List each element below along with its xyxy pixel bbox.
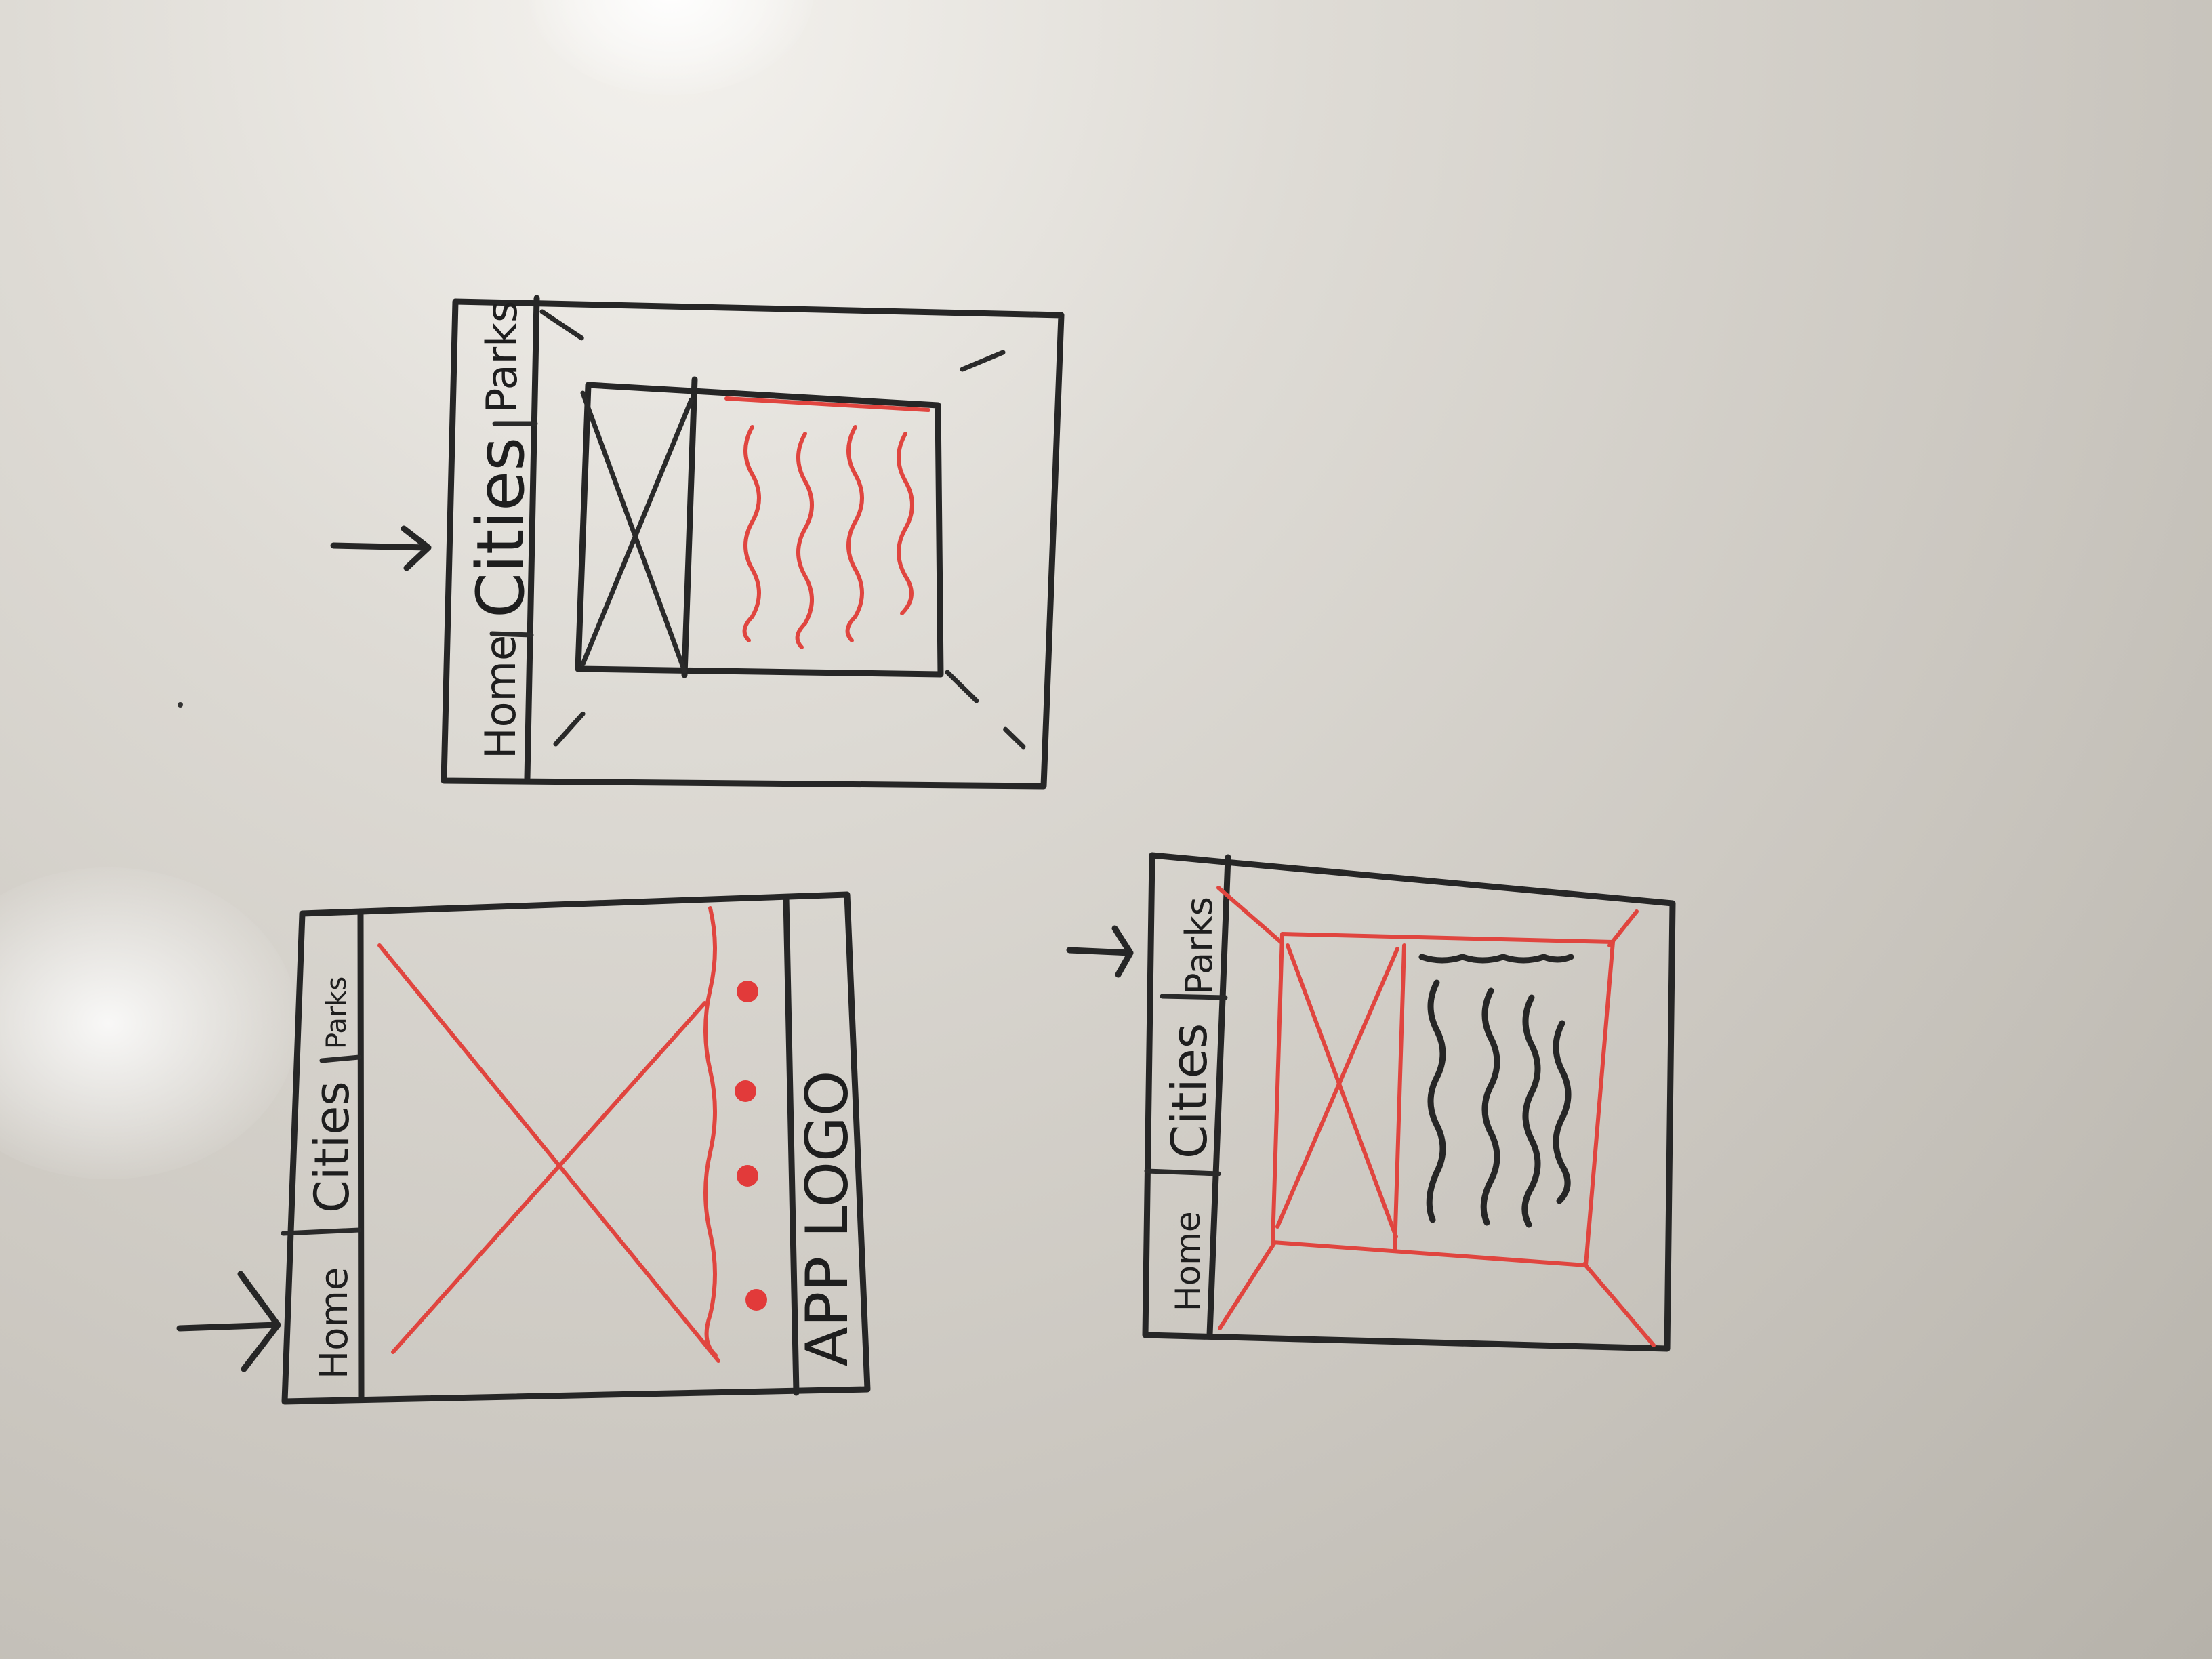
tab-cities[interactable]: Cities bbox=[304, 1081, 360, 1213]
tab-separator bbox=[489, 631, 534, 638]
perspective-line bbox=[539, 309, 586, 342]
arrow-icon bbox=[176, 1271, 281, 1372]
tab-cities[interactable]: Cities bbox=[1161, 1023, 1218, 1159]
text-placeholder-line bbox=[1426, 979, 1446, 1223]
app-logo: APP LOGO bbox=[794, 1071, 861, 1367]
image-placeholder-icon bbox=[1275, 943, 1399, 1239]
tab-parks[interactable]: Parks bbox=[1178, 897, 1221, 995]
hero-image-placeholder-icon bbox=[377, 943, 720, 1363]
text-placeholder-line bbox=[1521, 994, 1541, 1228]
card-divider bbox=[681, 376, 698, 678]
content-card bbox=[575, 382, 944, 678]
sketch-parks-page: Home Cities Parks bbox=[1066, 852, 1676, 1352]
tab-bar-divider bbox=[524, 295, 540, 781]
text-placeholder-line bbox=[845, 425, 864, 642]
tab-separator bbox=[1144, 1168, 1221, 1176]
tab-separator bbox=[319, 1054, 362, 1063]
text-placeholder-line bbox=[742, 425, 761, 642]
card-title-line bbox=[1418, 954, 1574, 964]
carousel-dot[interactable] bbox=[737, 1165, 758, 1187]
arrow-icon bbox=[330, 525, 432, 571]
tab-separator bbox=[281, 1227, 362, 1236]
card-title-line bbox=[724, 396, 930, 412]
perspective-line bbox=[1607, 909, 1639, 947]
logo-bar-divider bbox=[783, 895, 800, 1396]
text-placeholder-line bbox=[1480, 987, 1500, 1226]
perspective-line bbox=[1216, 886, 1283, 944]
perspective-line bbox=[960, 350, 1006, 372]
perspective-line bbox=[1218, 1242, 1276, 1330]
perspective-line bbox=[945, 670, 1026, 750]
perspective-line bbox=[553, 702, 594, 747]
carousel-dot[interactable] bbox=[737, 981, 758, 1002]
tab-home[interactable]: Home bbox=[1168, 1211, 1208, 1311]
text-placeholder-line bbox=[897, 432, 914, 615]
tab-cities[interactable]: Cities bbox=[463, 437, 539, 618]
perspective-line bbox=[1582, 1262, 1656, 1347]
text-placeholder-line bbox=[1553, 1020, 1572, 1204]
device-frame bbox=[441, 298, 1065, 790]
marker-speck bbox=[178, 702, 183, 708]
tab-home[interactable]: Home bbox=[312, 1267, 356, 1379]
carousel-dot[interactable] bbox=[735, 1080, 756, 1102]
image-placeholder-icon bbox=[580, 390, 694, 674]
tab-bar-divider bbox=[1206, 854, 1231, 1338]
tab-separator bbox=[1160, 994, 1228, 1000]
hero-image-placeholder-icon bbox=[391, 1001, 707, 1354]
tab-home[interactable]: Home bbox=[476, 635, 525, 759]
sketch-cities-page: Home Cities Parks bbox=[330, 295, 1065, 790]
carousel-edge bbox=[703, 906, 718, 1357]
arrow-icon bbox=[1066, 925, 1134, 978]
card-divider bbox=[1393, 943, 1406, 1252]
sketch-home-page: Home Cities Parks APP LOGO bbox=[176, 891, 871, 1405]
text-placeholder-line bbox=[795, 432, 814, 649]
device-frame bbox=[1142, 852, 1676, 1352]
tab-parks[interactable]: Parks bbox=[321, 977, 352, 1049]
carousel-dot[interactable] bbox=[745, 1289, 767, 1311]
device-frame bbox=[281, 891, 871, 1405]
content-card bbox=[1271, 932, 1615, 1267]
tab-parks[interactable]: Parks bbox=[477, 301, 527, 413]
